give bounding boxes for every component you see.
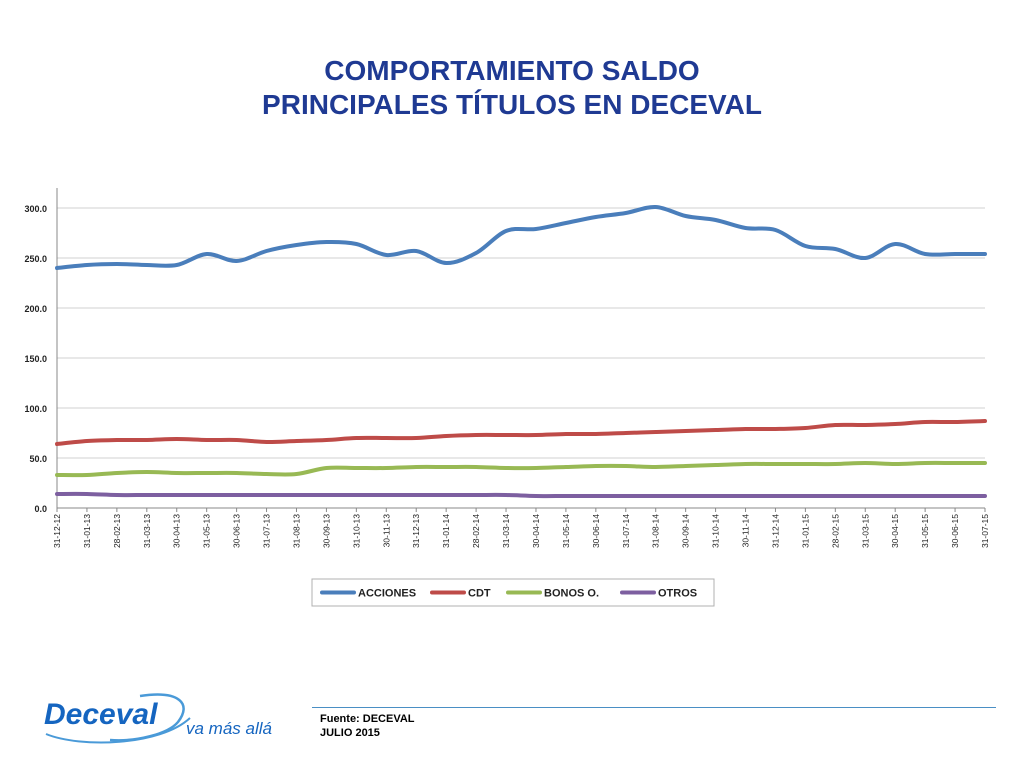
x-tick-label: 31-01-15 xyxy=(800,514,810,548)
x-tick-label: 30-09-14 xyxy=(681,514,691,548)
x-tick-label: 30-04-15 xyxy=(890,514,900,548)
x-tick-label: 28-02-14 xyxy=(471,514,481,548)
x-tick-label: 31-01-14 xyxy=(441,514,451,548)
source-note: Fuente: DECEVAL JULIO 2015 xyxy=(320,712,415,740)
series-line-bonos-o xyxy=(55,460,987,478)
y-tick-label: 200.0 xyxy=(24,304,47,314)
legend-label: ACCIONES xyxy=(358,588,416,600)
logo-brand-text: Deceval xyxy=(44,698,158,731)
x-tick-label: 30-06-13 xyxy=(232,514,242,548)
y-tick-label: 100.0 xyxy=(24,404,47,414)
x-tick-label: 31-08-14 xyxy=(651,514,661,548)
x-tick-label: 31-12-14 xyxy=(770,514,780,548)
line-chart: 0.0 50.0 100.0 150.0 200.0 250.0 300.0 31-12-12… xyxy=(24,188,990,607)
x-tick-label: 31-08-13 xyxy=(291,514,301,548)
title-line-1: COMPORTAMIENTO SALDO xyxy=(324,55,700,86)
x-tick-label: 28-02-15 xyxy=(830,514,840,548)
x-tick-label: 30-04-14 xyxy=(531,514,541,548)
x-tick-label: 31-01-13 xyxy=(82,514,92,548)
y-tick-label: 50.0 xyxy=(29,454,47,464)
y-tick-label: 300.0 xyxy=(24,204,47,214)
x-tick-label: 31-03-14 xyxy=(501,514,511,548)
y-tick-label: 0.0 xyxy=(34,504,47,514)
legend-label: CDT xyxy=(468,588,491,600)
x-tick-label: 31-03-13 xyxy=(142,514,152,548)
footer-divider xyxy=(312,707,996,708)
legend-label: BONOS O. xyxy=(544,588,599,600)
x-tick-label: 30-11-13 xyxy=(381,514,391,548)
x-tick-label: 31-07-13 xyxy=(262,514,272,548)
legend-label: OTROS xyxy=(658,588,697,600)
x-tick-label: 31-05-14 xyxy=(561,514,571,548)
title-line-2: PRINCIPALES TÍTULOS EN DECEVAL xyxy=(262,89,762,120)
x-tick-label: 31-10-14 xyxy=(711,514,721,548)
x-tick-label: 28-02-13 xyxy=(112,514,122,548)
x-tick-label: 31-12-12 xyxy=(52,514,62,548)
page-title: COMPORTAMIENTO SALDO PRINCIPALES TÍTULOS… xyxy=(0,54,1024,122)
x-tick-label: 31-12-13 xyxy=(411,514,421,548)
x-tick-label: 31-05-13 xyxy=(202,514,212,548)
series-line-otros xyxy=(55,491,987,499)
series-line-cdt xyxy=(55,419,987,446)
y-tick-label: 150.0 xyxy=(24,354,47,364)
x-tick-label: 31-10-13 xyxy=(351,514,361,548)
source-date: JULIO 2015 xyxy=(320,727,380,739)
y-tick-label: 250.0 xyxy=(24,254,47,264)
x-tick-label: 30-06-14 xyxy=(591,514,601,548)
source-label: Fuente: DECEVAL xyxy=(320,713,415,725)
x-tick-label: 31-05-15 xyxy=(920,514,930,548)
deceval-logo: Deceval va más allá xyxy=(44,693,272,744)
x-tick-label: 30-11-14 xyxy=(741,514,751,548)
x-tick-label: 30-04-13 xyxy=(172,514,182,548)
series-line-acciones xyxy=(55,204,987,270)
x-tick-label: 31-07-14 xyxy=(621,514,631,548)
x-tick-label: 30-09-13 xyxy=(321,514,331,548)
x-tick-label: 30-06-15 xyxy=(950,514,960,548)
x-tick-label: 31-03-15 xyxy=(860,514,870,548)
x-tick-label: 31-07-15 xyxy=(980,514,990,548)
logo-tagline: va más allá xyxy=(186,719,272,738)
